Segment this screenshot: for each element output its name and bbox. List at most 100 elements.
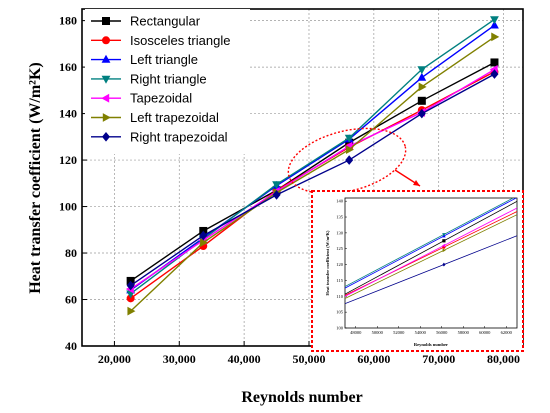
legend-label: Left trapezoidal (130, 110, 219, 125)
series-line (130, 61, 495, 282)
data-point (490, 16, 499, 25)
data-point (491, 32, 500, 42)
data-point (417, 66, 427, 75)
legend: Rectangular Isosceles triangle Left triang… (85, 9, 250, 154)
inset-x-tick-label: 60000 (479, 330, 491, 335)
inset-data-point (442, 239, 446, 243)
data-point (417, 108, 426, 119)
legend-marker (101, 54, 111, 63)
y-tick-label: 60 (65, 293, 77, 307)
legend-box (85, 9, 250, 154)
y-tick-label: 140 (59, 107, 77, 121)
legend-label: Isosceles triangle (130, 33, 230, 48)
legend-marker (102, 17, 110, 25)
inset-data-point (442, 233, 446, 237)
inset-x-tick-label: 48000 (350, 330, 362, 335)
legend-marker (102, 36, 110, 45)
legend-item-3: Right triangle (91, 71, 207, 86)
data-point (417, 96, 426, 105)
x-tick-label: 80,000 (487, 352, 520, 366)
inset-border (311, 190, 524, 352)
legend-marker (101, 75, 111, 84)
series-line (130, 24, 495, 291)
inset-series-3 (345, 198, 514, 287)
y-axis-label: Heat transfer coefficient (W/m²K) (27, 62, 44, 294)
legend-item-0: Rectangular (91, 14, 201, 29)
series-line (130, 73, 495, 287)
inset-y-tick-label: 130 (336, 230, 344, 235)
series-line (130, 68, 495, 290)
data-point (345, 145, 354, 155)
legend-item-1: Isosceles triangle (91, 33, 230, 48)
legend-label: Right trapezoidal (130, 129, 228, 144)
data-point (490, 69, 499, 79)
inset-series-line (345, 207, 517, 297)
inset-x-tick-label: 58000 (458, 330, 470, 335)
legend-label: Tapezoidal (130, 91, 192, 106)
y-tick-label: 80 (65, 246, 77, 260)
x-tick-label: 20,000 (98, 352, 131, 366)
x-tick-label: 30,000 (163, 352, 196, 366)
inset-x-tick-label: 52000 (393, 330, 405, 335)
x-tick-label: 60,000 (357, 352, 390, 366)
x-axis: 20,000 30,000 40,000 50,000 60,000 70,000 80,0… (98, 341, 520, 366)
data-point (272, 190, 281, 200)
series-line (130, 36, 495, 312)
plot-frame (81, 8, 524, 347)
x-axis-label: Reynolds number (241, 389, 362, 406)
inset-series-line (345, 214, 517, 299)
inset-y-tick-label: 140 (336, 199, 344, 204)
x-tick-label: 70,000 (422, 352, 455, 366)
data-point (200, 238, 209, 247)
data-point (127, 306, 136, 316)
data-point (344, 134, 354, 143)
inset-y-tick-label: 105 (336, 310, 344, 315)
data-point (418, 82, 427, 92)
inset-data-point (442, 262, 446, 267)
x-tick-label: 50,000 (292, 352, 325, 366)
legend-label: Rectangular (130, 14, 201, 29)
y-axis: 40 60 80 100 120 140 160 180 (59, 14, 87, 353)
legend-item-5: Left trapezoidal (91, 110, 219, 125)
y-tick-label: 160 (59, 60, 77, 74)
inset-data-point (441, 243, 446, 248)
data-point (490, 20, 499, 29)
x-tick-label: 40,000 (228, 352, 261, 366)
y-tick-label: 100 (59, 200, 77, 214)
inset-series-line (345, 198, 514, 287)
inset-x-label: Reynolds number (414, 342, 448, 347)
y-tick-label: 120 (59, 153, 77, 167)
inset-y-tick-label: 125 (336, 246, 344, 251)
inset-x-tick-label: 56000 (436, 330, 448, 335)
inset-frame (344, 197, 518, 329)
data-point (272, 181, 281, 190)
inset: 48000 50000 52000 54000 56000 58000 60000 62000… (311, 190, 524, 352)
inset-series-6 (345, 235, 517, 305)
inset-series-line (345, 200, 517, 295)
legend-label: Left triangle (130, 52, 198, 67)
series-layer (125, 16, 500, 316)
inset-series-0 (345, 200, 517, 295)
inset-y-tick-label: 110 (336, 294, 343, 299)
inset-series-line (345, 198, 517, 289)
data-point (126, 280, 135, 291)
inset-y-label: Heat transfer coefficient (W/m²K) (325, 230, 330, 296)
series-6 (126, 69, 499, 291)
inset-series-line (345, 235, 517, 305)
inset-series-5 (345, 214, 517, 299)
inset-y-tick-label: 100 (336, 326, 344, 331)
inset-x-tick-label: 50000 (372, 330, 384, 335)
data-point (417, 72, 427, 81)
y-tick-label: 180 (59, 14, 77, 28)
inset-y-tick-label: 115 (336, 278, 343, 283)
legend-label: Right triangle (130, 71, 207, 86)
highlight-arrowhead (413, 180, 420, 186)
legend-marker (101, 93, 110, 103)
inset-x-tick-label: 62000 (501, 330, 513, 335)
legend-marker (102, 132, 110, 142)
data-point (199, 230, 208, 241)
data-point (490, 58, 499, 67)
inset-y-tick-label: 120 (336, 262, 344, 267)
data-point (345, 155, 354, 165)
